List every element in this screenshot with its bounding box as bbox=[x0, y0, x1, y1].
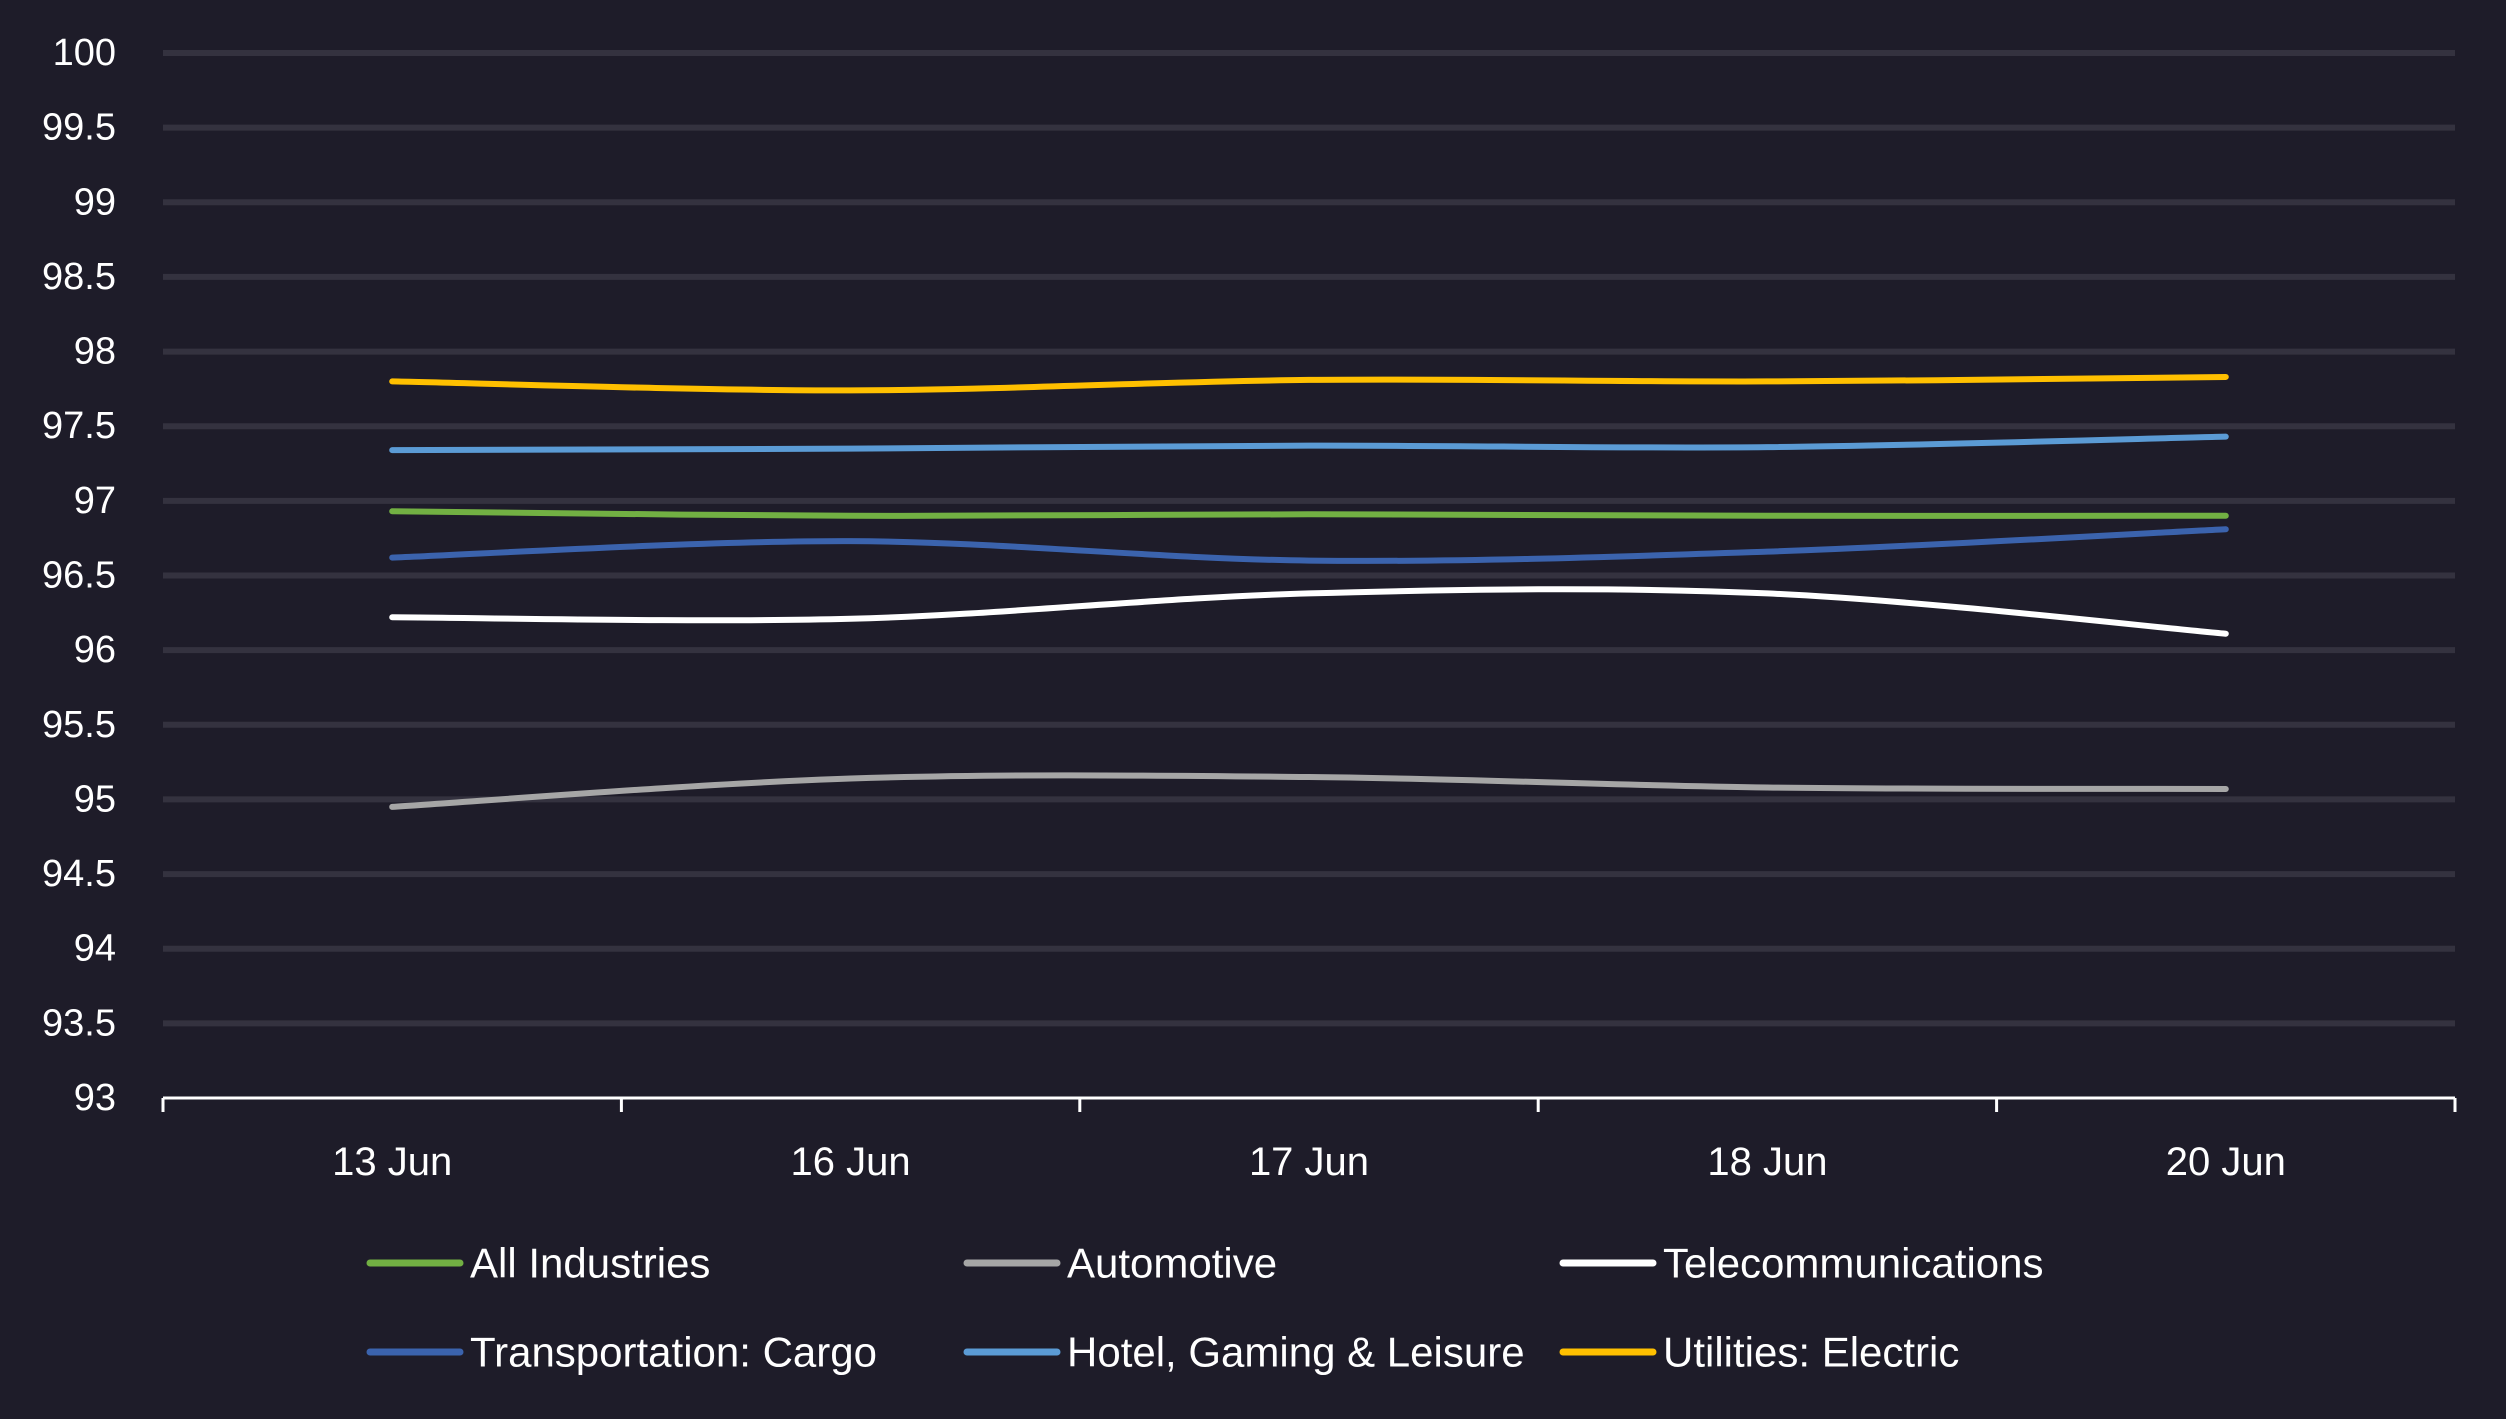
y-tick-label: 96 bbox=[74, 629, 116, 671]
x-axis: 13 Jun 16 Jun 17 Jun 18 Jun 20 Jun bbox=[161, 1096, 2457, 1184]
y-tick-label: 93 bbox=[74, 1077, 116, 1119]
x-tick-label: 13 Jun bbox=[332, 1140, 452, 1184]
series-lines bbox=[389, 373, 2229, 810]
legend-label-telecommunications: Telecommunications bbox=[1663, 1240, 2044, 1287]
y-tick-label: 100 bbox=[53, 32, 116, 74]
gridlines bbox=[163, 50, 2455, 1027]
y-tick-label: 93.5 bbox=[42, 1002, 116, 1044]
series-line-all-industries bbox=[389, 508, 2229, 519]
y-tick-label: 99 bbox=[74, 181, 116, 223]
series-line-automotive bbox=[389, 772, 2229, 810]
y-tick-label: 97.5 bbox=[42, 405, 116, 447]
y-axis-ticks: 100 99.5 99 98.5 98 97.5 97 96.5 96 95.5 95 94.5 94 9… bbox=[42, 32, 116, 1119]
y-tick-label: 98 bbox=[74, 331, 116, 373]
series-line-hotel-gaming-leisure bbox=[389, 433, 2229, 454]
legend-label-utilities-electric: Utilities: Electric bbox=[1663, 1329, 1959, 1376]
y-tick-label: 96.5 bbox=[42, 555, 116, 597]
series-line-telecommunications bbox=[389, 586, 2229, 637]
series-line-transportation-cargo bbox=[389, 526, 2229, 564]
y-tick-label: 94.5 bbox=[42, 853, 116, 895]
y-tick-label: 98.5 bbox=[42, 256, 116, 298]
x-tick-label: 18 Jun bbox=[1707, 1140, 1827, 1184]
y-tick-label: 97 bbox=[74, 480, 116, 522]
legend-label-hotel-gaming-leisure: Hotel, Gaming & Leisure bbox=[1067, 1329, 1525, 1376]
y-tick-label: 95.5 bbox=[42, 704, 116, 746]
legend-label-automotive: Automotive bbox=[1067, 1240, 1277, 1287]
legend-label-all-industries: All Industries bbox=[470, 1240, 710, 1287]
legend: All Industries Automotive Telecommunicatio… bbox=[366, 1240, 2044, 1376]
series-line-utilities-electric bbox=[389, 373, 2229, 394]
y-tick-label: 94 bbox=[74, 928, 116, 970]
x-tick-label: 16 Jun bbox=[791, 1140, 911, 1184]
y-tick-label: 99.5 bbox=[42, 107, 116, 149]
y-tick-label: 95 bbox=[74, 778, 116, 820]
x-tick-label: 17 Jun bbox=[1249, 1140, 1369, 1184]
x-tick-label: 20 Jun bbox=[2166, 1140, 2286, 1184]
legend-label-transportation-cargo: Transportation: Cargo bbox=[470, 1329, 877, 1376]
